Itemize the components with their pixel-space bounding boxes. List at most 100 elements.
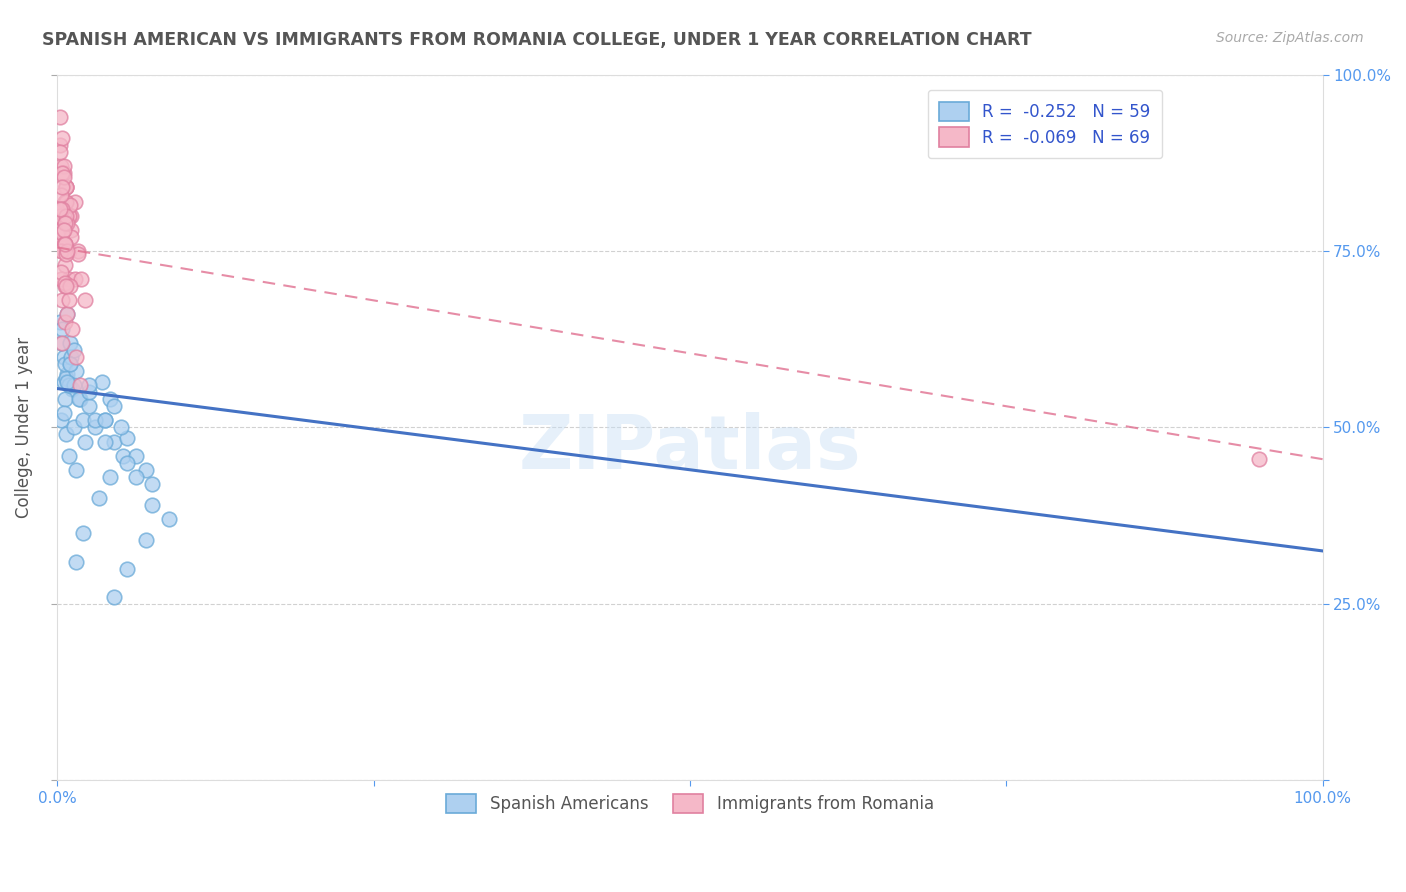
Point bbox=[65, 350, 87, 364]
Text: Source: ZipAtlas.com: Source: ZipAtlas.com bbox=[1216, 31, 1364, 45]
Point bbox=[58, 209, 80, 223]
Point bbox=[49, 236, 72, 251]
Point bbox=[100, 470, 122, 484]
Point bbox=[55, 194, 77, 209]
Point bbox=[53, 216, 76, 230]
Point bbox=[66, 247, 89, 261]
Point bbox=[65, 554, 87, 568]
Point bbox=[63, 194, 86, 209]
Point bbox=[58, 209, 80, 223]
Point bbox=[52, 350, 75, 364]
Point bbox=[115, 561, 138, 575]
Point bbox=[51, 180, 73, 194]
Point bbox=[157, 512, 180, 526]
Point bbox=[125, 470, 148, 484]
Point bbox=[52, 159, 75, 173]
Point bbox=[60, 209, 83, 223]
Point bbox=[103, 590, 125, 604]
Point bbox=[51, 223, 73, 237]
Point bbox=[72, 526, 94, 541]
Point bbox=[53, 314, 76, 328]
Point bbox=[62, 420, 84, 434]
Point bbox=[51, 321, 73, 335]
Point bbox=[52, 236, 75, 251]
Point bbox=[49, 110, 72, 124]
Point bbox=[49, 209, 72, 223]
Point bbox=[49, 223, 72, 237]
Point bbox=[56, 216, 79, 230]
Point bbox=[110, 420, 132, 434]
Point bbox=[49, 413, 72, 427]
Point bbox=[49, 314, 72, 328]
Point bbox=[52, 375, 75, 389]
Point bbox=[58, 293, 80, 308]
Point bbox=[59, 279, 82, 293]
Point bbox=[59, 357, 82, 371]
Legend: Spanish Americans, Immigrants from Romania: Spanish Americans, Immigrants from Roman… bbox=[434, 782, 945, 825]
Point bbox=[69, 378, 91, 392]
Point bbox=[49, 202, 72, 216]
Point bbox=[53, 194, 76, 209]
Point bbox=[135, 463, 157, 477]
Point bbox=[62, 378, 84, 392]
Point bbox=[49, 244, 72, 258]
Point bbox=[55, 427, 77, 442]
Point bbox=[49, 272, 72, 286]
Point bbox=[66, 244, 89, 258]
Text: ZIPatlas: ZIPatlas bbox=[519, 412, 862, 485]
Point bbox=[58, 209, 80, 223]
Point bbox=[52, 166, 75, 180]
Point bbox=[59, 335, 82, 350]
Point bbox=[51, 202, 73, 216]
Point bbox=[59, 357, 82, 371]
Point bbox=[52, 406, 75, 420]
Point bbox=[49, 159, 72, 173]
Point bbox=[49, 187, 72, 202]
Point bbox=[55, 247, 77, 261]
Point bbox=[141, 476, 163, 491]
Point bbox=[75, 293, 97, 308]
Point bbox=[53, 392, 76, 407]
Point bbox=[103, 434, 125, 449]
Point bbox=[58, 272, 80, 286]
Point bbox=[56, 308, 79, 322]
Point bbox=[125, 449, 148, 463]
Point bbox=[55, 209, 77, 223]
Point bbox=[53, 276, 76, 290]
Point bbox=[58, 378, 80, 392]
Point bbox=[94, 413, 117, 427]
Point bbox=[51, 131, 73, 145]
Point bbox=[51, 244, 73, 258]
Point bbox=[53, 236, 76, 251]
Point bbox=[84, 413, 107, 427]
Text: SPANISH AMERICAN VS IMMIGRANTS FROM ROMANIA COLLEGE, UNDER 1 YEAR CORRELATION CH: SPANISH AMERICAN VS IMMIGRANTS FROM ROMA… bbox=[42, 31, 1032, 49]
Point bbox=[51, 166, 73, 180]
Point bbox=[56, 308, 79, 322]
Point bbox=[72, 413, 94, 427]
Point bbox=[59, 198, 82, 212]
Point bbox=[49, 138, 72, 153]
Point bbox=[77, 378, 100, 392]
Point bbox=[56, 244, 79, 258]
Point bbox=[55, 279, 77, 293]
Point bbox=[115, 456, 138, 470]
Point bbox=[135, 533, 157, 548]
Point bbox=[52, 169, 75, 184]
Point bbox=[56, 375, 79, 389]
Point bbox=[53, 258, 76, 272]
Point bbox=[49, 335, 72, 350]
Point bbox=[77, 385, 100, 400]
Point bbox=[70, 272, 93, 286]
Point bbox=[49, 265, 72, 279]
Point bbox=[51, 335, 73, 350]
Point bbox=[84, 420, 107, 434]
Point bbox=[69, 392, 91, 407]
Point bbox=[1249, 452, 1271, 467]
Point bbox=[90, 375, 112, 389]
Point bbox=[94, 434, 117, 449]
Point bbox=[75, 434, 97, 449]
Point bbox=[63, 272, 86, 286]
Point bbox=[60, 230, 83, 244]
Point bbox=[62, 343, 84, 357]
Point bbox=[55, 371, 77, 385]
